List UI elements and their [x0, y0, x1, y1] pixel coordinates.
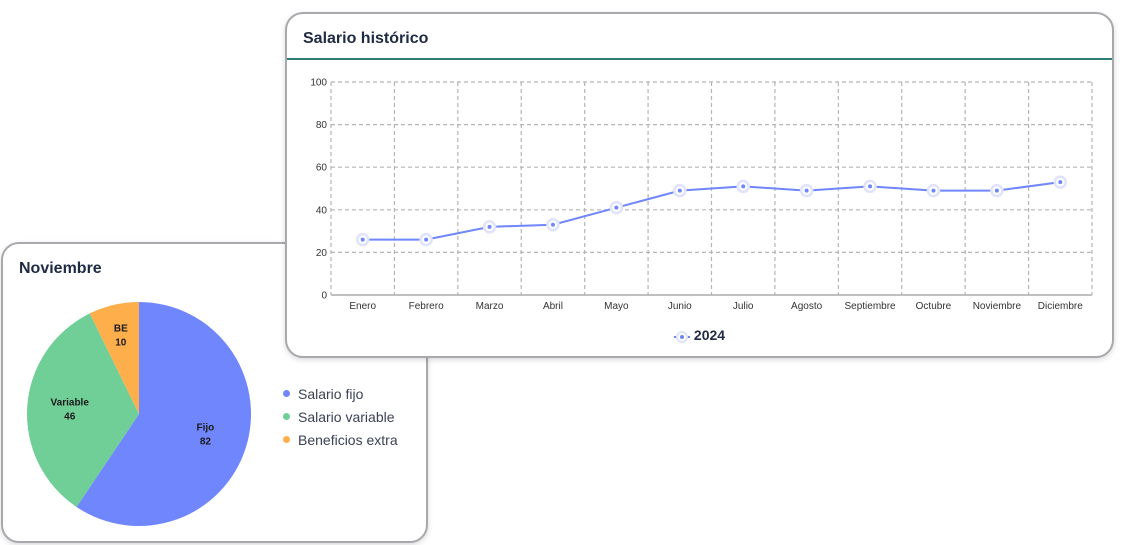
- pie-slice-label: Fijo: [197, 422, 215, 433]
- x-tick-label: Julio: [733, 301, 754, 312]
- legend-label: Beneficios extra: [298, 431, 398, 448]
- x-tick-label: Septiembre: [844, 301, 896, 312]
- data-point[interactable]: [419, 232, 433, 247]
- pie-slice-be[interactable]: [89, 302, 139, 414]
- series-marker-icon: [673, 331, 690, 343]
- data-point[interactable]: [546, 217, 560, 232]
- x-tick-label: Enero: [349, 301, 376, 312]
- x-tick-label: Junio: [668, 301, 692, 312]
- x-tick-label: Marzo: [476, 301, 504, 312]
- y-tick-label: 60: [316, 163, 328, 174]
- pie-chart: Fijo 82 Variable 46 BE 10: [27, 302, 251, 526]
- data-point[interactable]: [926, 183, 941, 198]
- pie-slice-label: Variable: [51, 397, 90, 408]
- y-tick-label: 0: [321, 291, 327, 302]
- pie-slice-variable[interactable]: [27, 313, 140, 507]
- x-tick-label: Abril: [543, 301, 563, 312]
- line-chart: 0 20 40 60 80 100 Enero Febrero Marzo Abril Mayo Ju…: [310, 78, 1093, 312]
- data-point[interactable]: [1053, 175, 1068, 189]
- legend-item-salario-fijo[interactable]: Salario fijo: [283, 382, 398, 405]
- pie-slice-label: BE: [114, 323, 128, 334]
- data-point[interactable]: [355, 232, 370, 247]
- x-tick-label: Agosto: [791, 301, 823, 312]
- pie-slice-value: 10: [115, 337, 127, 348]
- x-tick-label: Mayo: [604, 301, 629, 312]
- line-chart-card: Salario histórico 0 20 40 60 80 100 Enero Febre…: [285, 12, 1114, 358]
- x-tick-label: Diciembre: [1038, 301, 1083, 312]
- legend-item-salario-variable[interactable]: Salario variable: [283, 405, 398, 428]
- data-point[interactable]: [673, 183, 687, 198]
- y-tick-label: 100: [310, 78, 327, 89]
- pie-legend: Salario fijo Salario variable Beneficios…: [283, 382, 398, 451]
- pie-card-title: Noviembre: [19, 260, 102, 277]
- legend-dot-beneficios-extra: [283, 436, 290, 443]
- x-tick-label: Febrero: [409, 301, 444, 312]
- data-point[interactable]: [736, 179, 750, 194]
- y-tick-label: 20: [316, 248, 328, 259]
- pie-slice-value: 46: [64, 411, 76, 422]
- legend-label: Salario fijo: [298, 385, 364, 402]
- data-point[interactable]: [863, 179, 877, 194]
- data-point[interactable]: [799, 183, 814, 198]
- series-legend-2024[interactable]: 2024: [287, 327, 1112, 343]
- legend-dot-salario-variable: [283, 413, 290, 420]
- title-divider: [287, 58, 1112, 60]
- x-tick-label: Noviembre: [973, 301, 1022, 312]
- data-point[interactable]: [609, 200, 624, 215]
- x-tick-label: Octubre: [916, 301, 952, 312]
- data-point[interactable]: [482, 220, 497, 234]
- series-legend-label: 2024: [693, 327, 726, 343]
- y-tick-label: 40: [316, 205, 328, 216]
- legend-label: Salario variable: [298, 408, 395, 425]
- legend-item-beneficios-extra[interactable]: Beneficios extra: [283, 428, 398, 451]
- legend-dot-salario-fijo: [283, 390, 290, 397]
- pie-slice-value: 82: [200, 436, 212, 447]
- y-tick-label: 80: [316, 120, 328, 131]
- series-line-2024: [362, 181, 1061, 241]
- data-point[interactable]: [990, 183, 1004, 198]
- line-card-title: Salario histórico: [303, 30, 429, 47]
- pie-slice-fijo[interactable]: [76, 302, 251, 526]
